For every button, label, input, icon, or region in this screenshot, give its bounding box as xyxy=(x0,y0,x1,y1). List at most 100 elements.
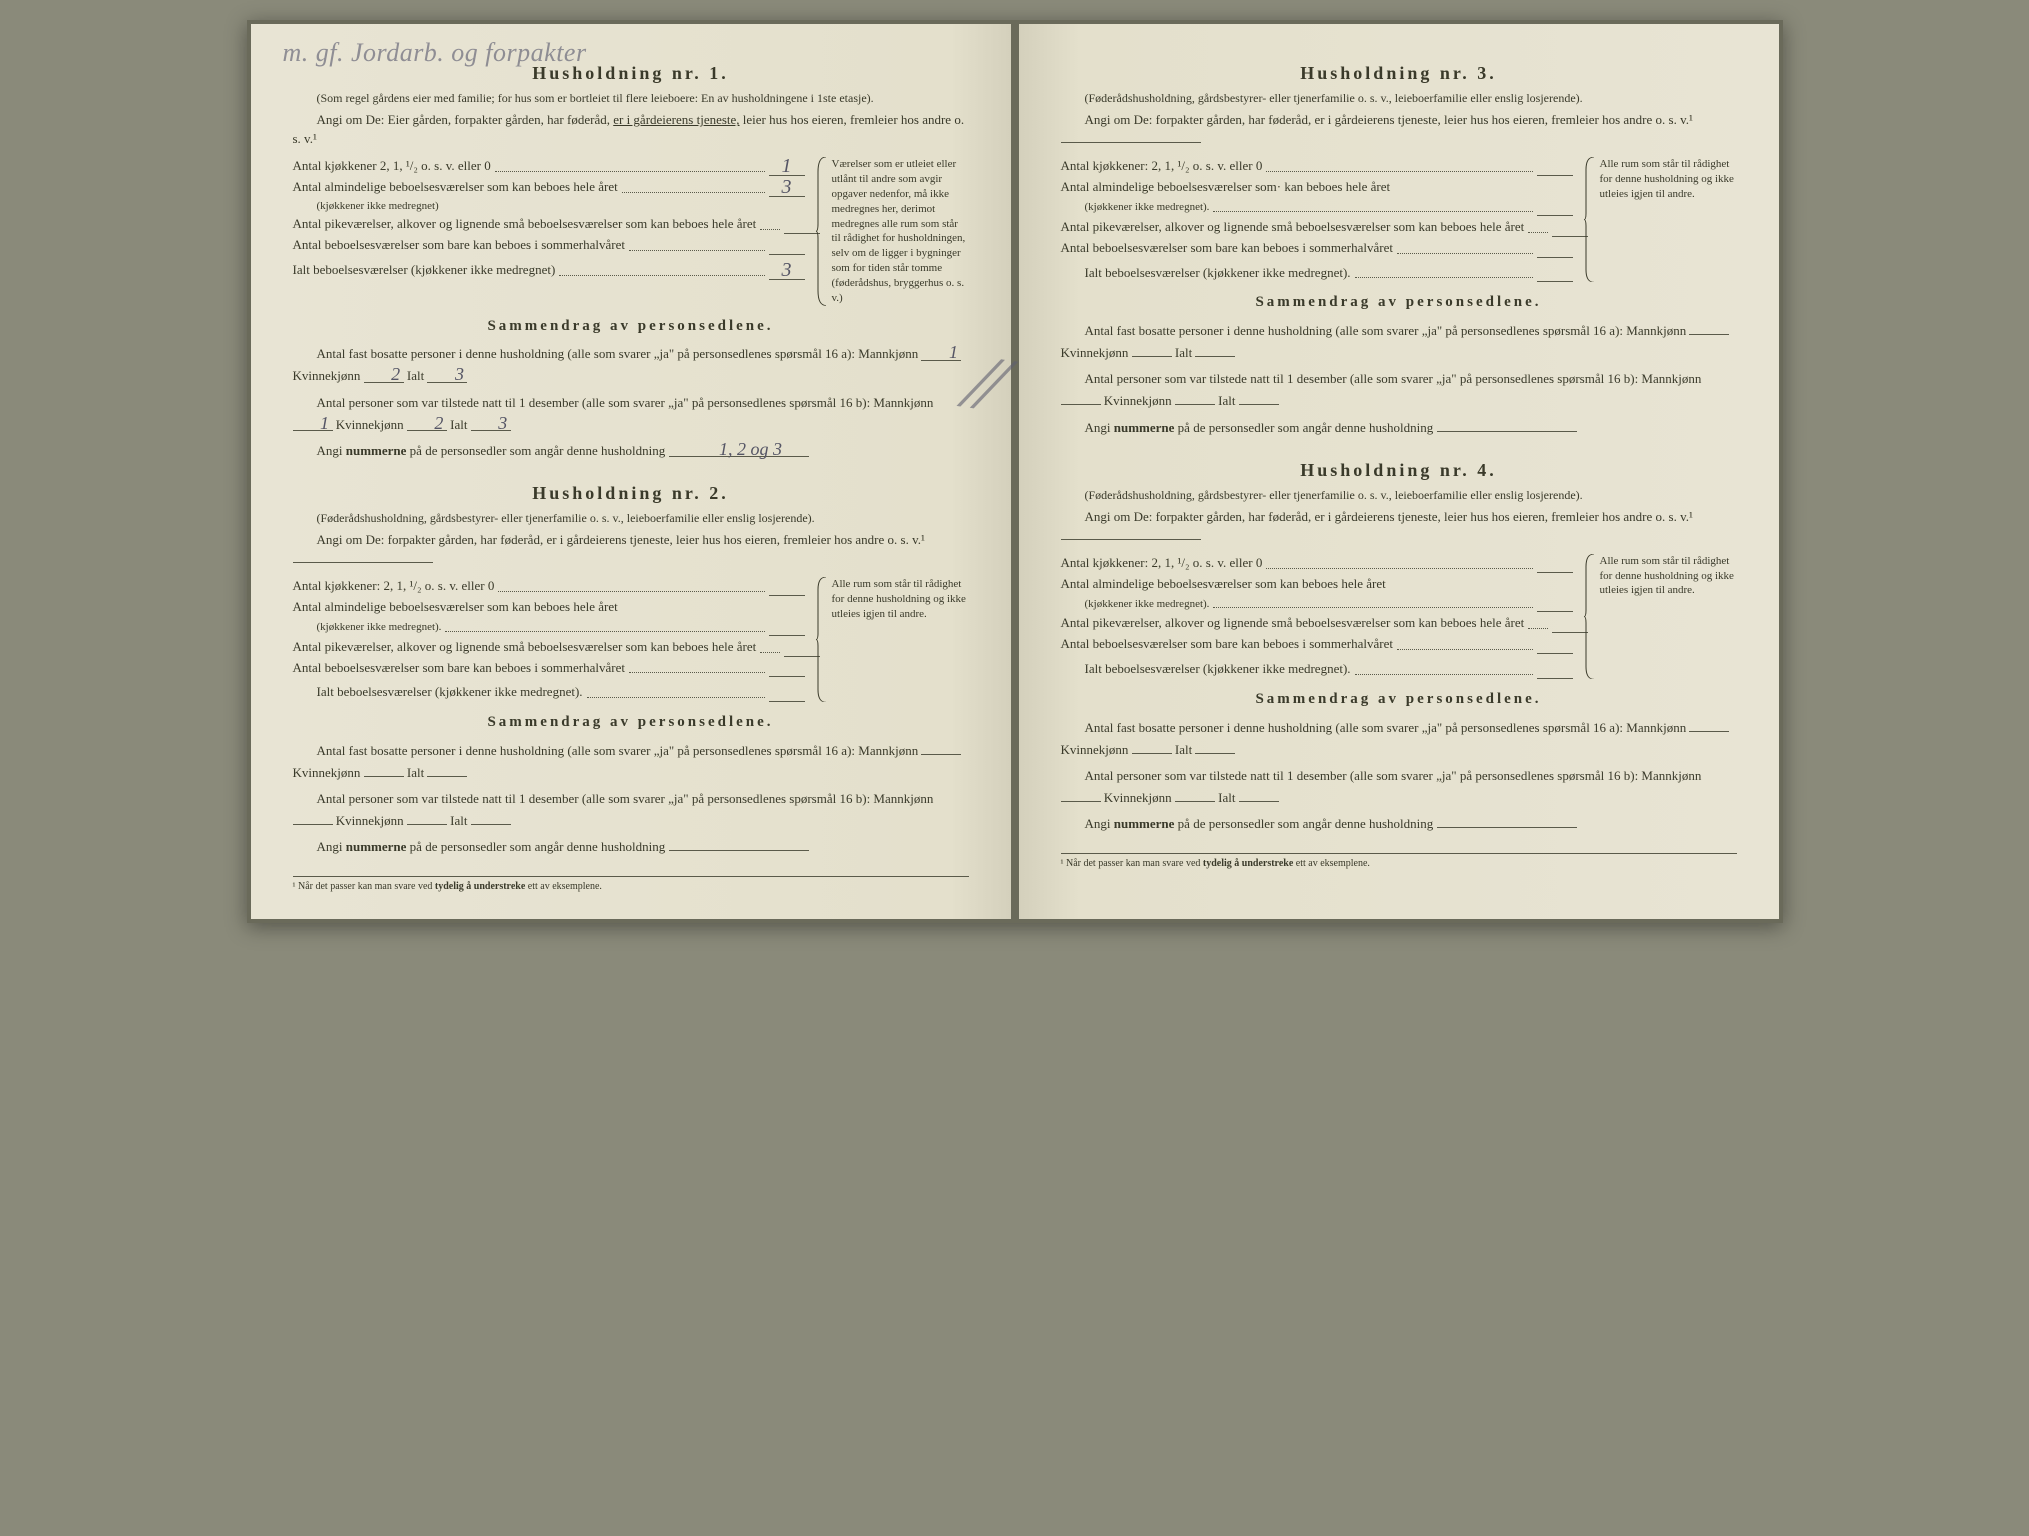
total-label: Ialt beboelsesværelser (kjøkkener ikke m… xyxy=(1061,264,1351,283)
summer-value[interactable] xyxy=(769,254,805,255)
summary-line-numbers: Angi nummerne på de personsedler som ang… xyxy=(293,440,969,462)
numbers-bold: nummerne xyxy=(346,839,407,854)
row-summer: Antal beboelsesværelser som bare kan beb… xyxy=(1061,239,1573,258)
kitchens-label: Antal kjøkkener: 2, 1, ¹/₂ o. s. v. elle… xyxy=(293,577,495,596)
mann-a-value[interactable] xyxy=(921,754,961,755)
mann-b-value[interactable]: 1 xyxy=(293,416,333,431)
rooms-value[interactable] xyxy=(1537,611,1573,612)
household-3: Husholdning nr. 3. (Føderådshusholdning,… xyxy=(1061,60,1737,439)
rooms-block: Antal kjøkkener: 2, 1, ¹/₂ o. s. v. elle… xyxy=(1061,554,1737,679)
summary-line-numbers: Angi nummerne på de personsedler som ang… xyxy=(293,836,969,858)
ialt-a-value[interactable] xyxy=(1195,356,1235,357)
summer-value[interactable] xyxy=(1537,653,1573,654)
mann-a-value[interactable]: 1 xyxy=(921,345,961,360)
ialt-b-value[interactable] xyxy=(1239,404,1279,405)
dots xyxy=(760,217,780,230)
household-title: Husholdning nr. 3. xyxy=(1061,60,1737,86)
row-kitchens: Antal kjøkkener: 2, 1, ¹/₂ o. s. v. elle… xyxy=(1061,554,1573,573)
summary-line-2: Antal personer som var tilstede natt til… xyxy=(293,392,969,436)
rooms-value[interactable] xyxy=(769,635,805,636)
rooms-block: Antal kjøkkener: 2, 1, ¹/₂ o. s. v. elle… xyxy=(1061,157,1737,282)
kvinne-label: Kvinnekjønn xyxy=(1061,742,1129,757)
kvinne-b-value[interactable] xyxy=(1175,404,1215,405)
dots xyxy=(1528,616,1548,629)
summary-text-1a: Antal fast bosatte personer i denne hush… xyxy=(1085,720,1687,735)
sidebar-text: Værelser som er utleiet eller utlånt til… xyxy=(832,158,966,304)
room-rows: Antal kjøkkener: 2, 1, ¹/₂ o. s. v. elle… xyxy=(1061,157,1573,282)
dots xyxy=(1397,241,1533,254)
dots xyxy=(498,579,764,592)
ialt-a-value[interactable] xyxy=(427,776,467,777)
total-value[interactable] xyxy=(769,701,805,702)
footnote-prefix: ¹ Når det passer kan man svare ved xyxy=(1061,858,1203,869)
rooms-label: Antal almindelige beboelsesværelser som·… xyxy=(1061,178,1391,197)
numbers-prefix: Angi xyxy=(317,443,346,458)
left-page: m. gf. Jordarb. og forpakter ⁄⁄ Husholdn… xyxy=(251,24,1011,919)
summary-text-2a: Antal personer som var tilstede natt til… xyxy=(317,395,934,410)
kitchens-value[interactable] xyxy=(1537,175,1573,176)
right-page: Husholdning nr. 3. (Føderådshusholdning,… xyxy=(1019,24,1779,919)
footnote: ¹ Når det passer kan man svare ved tydel… xyxy=(293,876,969,895)
household-2: Husholdning nr. 2. (Føderådshusholdning,… xyxy=(293,480,969,859)
dots xyxy=(629,238,765,251)
total-label: Ialt beboelsesværelser (kjøkkener ikke m… xyxy=(1061,660,1351,679)
kitchens-value[interactable] xyxy=(1537,572,1573,573)
mann-b-value[interactable] xyxy=(293,824,333,825)
dots xyxy=(622,180,765,193)
sidebar-text: Alle rum som står til rådighet for denne… xyxy=(1600,555,1734,597)
kitchens-value[interactable]: 1 xyxy=(769,157,805,176)
mann-b-value[interactable] xyxy=(1061,404,1101,405)
sidebar-note: Alle rum som står til rådighet for denne… xyxy=(1587,554,1737,679)
prompt-fill[interactable] xyxy=(1061,142,1201,143)
kvinne-b-value[interactable]: 2 xyxy=(407,416,447,431)
numbers-suffix: på de personsedler som angår denne husho… xyxy=(1174,816,1433,831)
prompt-fill[interactable] xyxy=(1061,539,1201,540)
summary-line-1: Antal fast bosatte personer i denne hush… xyxy=(293,740,969,784)
row-summer: Antal beboelsesværelser som bare kan beb… xyxy=(1061,635,1573,654)
summer-value[interactable] xyxy=(1537,257,1573,258)
numbers-value[interactable] xyxy=(1437,827,1577,828)
summary-text-1a: Antal fast bosatte personer i denne hush… xyxy=(317,346,919,361)
kvinne-a-value[interactable] xyxy=(364,776,404,777)
mann-a-value[interactable] xyxy=(1689,334,1729,335)
rooms-block: Antal kjøkkener 2, 1, ¹/₂ o. s. v. eller… xyxy=(293,157,969,305)
rooms-value[interactable] xyxy=(1537,215,1573,216)
row-kitchens: Antal kjøkkener: 2, 1, ¹/₂ o. s. v. elle… xyxy=(1061,157,1573,176)
household-prompt: Angi om De: forpakter gården, har føderå… xyxy=(1061,111,1737,149)
ialt-a-value[interactable]: 3 xyxy=(427,367,467,382)
kvinne-b-value[interactable] xyxy=(407,824,447,825)
mann-a-value[interactable] xyxy=(1689,731,1729,732)
kitchens-label: Antal kjøkkener: 2, 1, ¹/₂ o. s. v. elle… xyxy=(1061,554,1263,573)
ialt-b-value[interactable]: 3 xyxy=(471,416,511,431)
summary-line-2: Antal personer som var tilstede natt til… xyxy=(1061,368,1737,412)
ialt-b-value[interactable] xyxy=(1239,801,1279,802)
kvinne-a-value[interactable] xyxy=(1132,356,1172,357)
rooms-block: Antal kjøkkener: 2, 1, ¹/₂ o. s. v. elle… xyxy=(293,577,969,702)
summary-line-numbers: Angi nummerne på de personsedler som ang… xyxy=(1061,813,1737,835)
summer-label: Antal beboelsesværelser som bare kan beb… xyxy=(293,659,625,678)
total-value[interactable]: 3 xyxy=(769,261,805,280)
kvinne-b-value[interactable] xyxy=(1175,801,1215,802)
numbers-value[interactable] xyxy=(1437,431,1577,432)
numbers-value[interactable]: 1, 2 og 3 xyxy=(669,442,809,457)
numbers-value[interactable] xyxy=(669,850,809,851)
maid-label: Antal pikeværelser, alkover og lignende … xyxy=(293,638,757,657)
footnote-suffix: ett av eksemplene. xyxy=(525,881,602,892)
kvinne-a-value[interactable]: 2 xyxy=(364,367,404,382)
row-rooms-sub: (kjøkkener ikke medregnet). xyxy=(1061,595,1573,612)
kvinne-a-value[interactable] xyxy=(1132,753,1172,754)
total-value[interactable] xyxy=(1537,281,1573,282)
mann-b-value[interactable] xyxy=(1061,801,1101,802)
kitchens-value[interactable] xyxy=(769,595,805,596)
dots xyxy=(1266,556,1532,569)
rooms-value[interactable]: 3 xyxy=(769,178,805,197)
sidebar-note: Alle rum som står til rådighet for denne… xyxy=(819,577,969,702)
ialt-b-value[interactable] xyxy=(471,824,511,825)
room-rows: Antal kjøkkener: 2, 1, ¹/₂ o. s. v. elle… xyxy=(293,577,805,702)
maid-label: Antal pikeværelser, alkover og lignende … xyxy=(1061,218,1525,237)
ialt-a-value[interactable] xyxy=(1195,753,1235,754)
summer-value[interactable] xyxy=(769,676,805,677)
prompt-fill[interactable] xyxy=(293,562,433,563)
rooms-label: Antal almindelige beboelsesværelser som … xyxy=(293,598,618,617)
total-value[interactable] xyxy=(1537,678,1573,679)
